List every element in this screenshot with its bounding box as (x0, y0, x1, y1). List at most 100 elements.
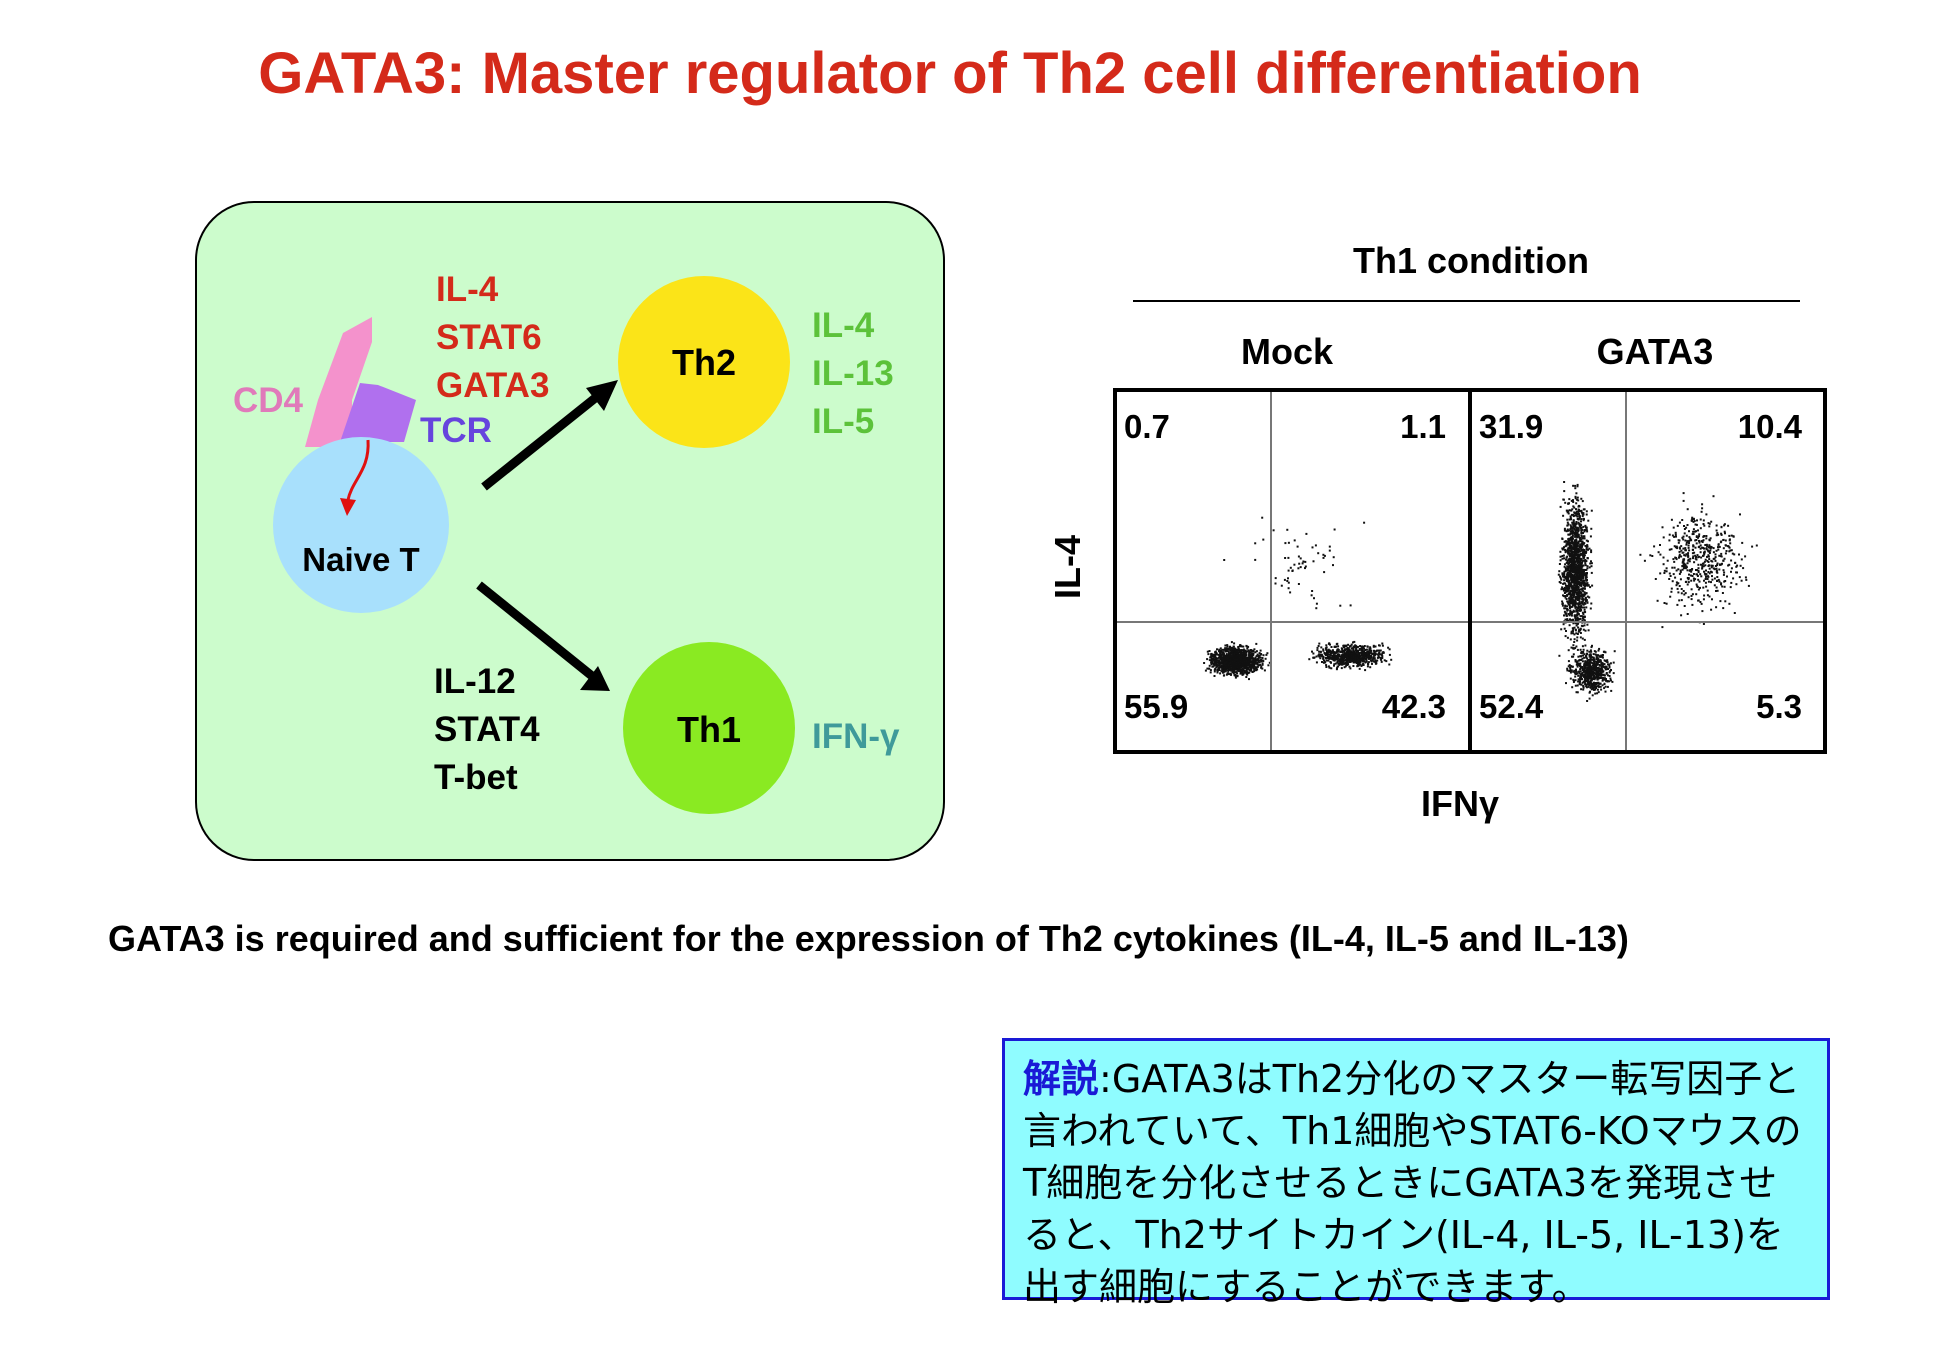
flow-event (1590, 678, 1593, 681)
flow-event (1374, 661, 1377, 664)
flow-event (1360, 645, 1363, 648)
flow-event (1378, 653, 1381, 656)
flow-event (1585, 656, 1588, 659)
flow-event (1662, 556, 1665, 559)
flow-event (1720, 552, 1723, 555)
flow-event (1575, 510, 1578, 513)
flow-event (1732, 535, 1735, 538)
flow-event (1581, 528, 1584, 531)
flow-event (1570, 541, 1572, 544)
flow-event (1569, 572, 1572, 575)
flow-event (1242, 673, 1245, 676)
flow-event (1354, 656, 1357, 659)
flow-event (1670, 587, 1673, 590)
flow-event (1712, 495, 1715, 498)
flow-event (1572, 543, 1575, 546)
flow-event (1574, 584, 1577, 587)
flow-event (1583, 518, 1585, 521)
flow-event (1696, 573, 1699, 576)
flow-event (1584, 572, 1587, 575)
flow-event (1563, 529, 1566, 532)
flow-event (1255, 667, 1258, 670)
flow-event (1716, 576, 1719, 578)
flow-event (1682, 492, 1685, 495)
flow-event (1603, 650, 1606, 653)
flow-event (1575, 521, 1578, 523)
flow-event (1248, 664, 1251, 667)
flow-event (1304, 567, 1306, 570)
flow-event (1693, 561, 1696, 564)
flow-event (1661, 526, 1664, 529)
flow-event (1575, 502, 1578, 505)
flow-event (1562, 547, 1565, 550)
flow-event (1287, 569, 1290, 572)
flow-event (1572, 521, 1575, 524)
flow-event (1362, 659, 1365, 662)
flow-event (1659, 553, 1662, 556)
flow-event (1720, 525, 1723, 528)
flow-event (1698, 535, 1700, 538)
flow-event (1600, 665, 1603, 668)
flow-event (1333, 528, 1336, 531)
flow-event (1738, 553, 1740, 556)
flow-event (1700, 602, 1703, 605)
flow-event (1584, 629, 1587, 632)
flow-event (1715, 569, 1718, 572)
flow-event (1591, 668, 1594, 671)
flow-event (1668, 572, 1671, 575)
flow-event (1380, 660, 1383, 663)
flow-event (1715, 567, 1718, 570)
flow-event (1366, 645, 1369, 648)
flow-event (1560, 588, 1563, 591)
flow-event (1581, 654, 1584, 657)
flow-event (1232, 645, 1235, 648)
flow-event (1663, 572, 1666, 574)
flow-event (1581, 537, 1584, 540)
flow-event (1297, 583, 1300, 585)
flow-event (1259, 663, 1262, 666)
flow-event (1317, 552, 1320, 555)
flow-event (1564, 548, 1566, 551)
flow-event (1584, 679, 1587, 681)
flow-event (1325, 666, 1328, 668)
flow-event (1567, 543, 1569, 546)
flow-event (1335, 645, 1338, 648)
flow-event (1680, 588, 1683, 590)
flow-event (1216, 669, 1219, 672)
flow-event (1587, 661, 1590, 664)
flow-event (1322, 649, 1325, 652)
flow-event (1691, 519, 1694, 522)
flow-event (1345, 655, 1348, 658)
flow-event (1568, 553, 1571, 556)
flow-event (1568, 570, 1571, 573)
flow-event (1684, 554, 1687, 557)
flow-event (1264, 657, 1267, 660)
flow-event (1370, 652, 1373, 655)
caption: GATA3 is required and sufficient for the… (108, 918, 1629, 959)
flow-event (1563, 586, 1566, 589)
flow-event (1692, 545, 1695, 548)
flow-event (1333, 658, 1336, 661)
flow-event (1588, 566, 1591, 569)
flow-event (1345, 659, 1347, 662)
flow-event (1718, 580, 1721, 583)
flow-event (1582, 617, 1584, 620)
flow-event (1577, 586, 1580, 588)
flow-event (1569, 611, 1572, 614)
flow-event (1590, 562, 1593, 565)
flow-event (1699, 601, 1702, 603)
flow-event (1584, 598, 1587, 601)
flow-event (1674, 576, 1677, 579)
flow-event (1250, 664, 1253, 667)
flow-event (1710, 564, 1713, 567)
flow-event (1353, 651, 1355, 654)
flow-event (1566, 540, 1569, 543)
flow-event (1566, 609, 1569, 612)
flow-event (1328, 656, 1331, 659)
flow-event (1336, 642, 1339, 645)
flow-event (1563, 540, 1566, 543)
flow-event (1573, 626, 1576, 629)
flow-event (1583, 591, 1586, 594)
flow-event (1368, 649, 1371, 652)
flow-event (1708, 558, 1711, 561)
